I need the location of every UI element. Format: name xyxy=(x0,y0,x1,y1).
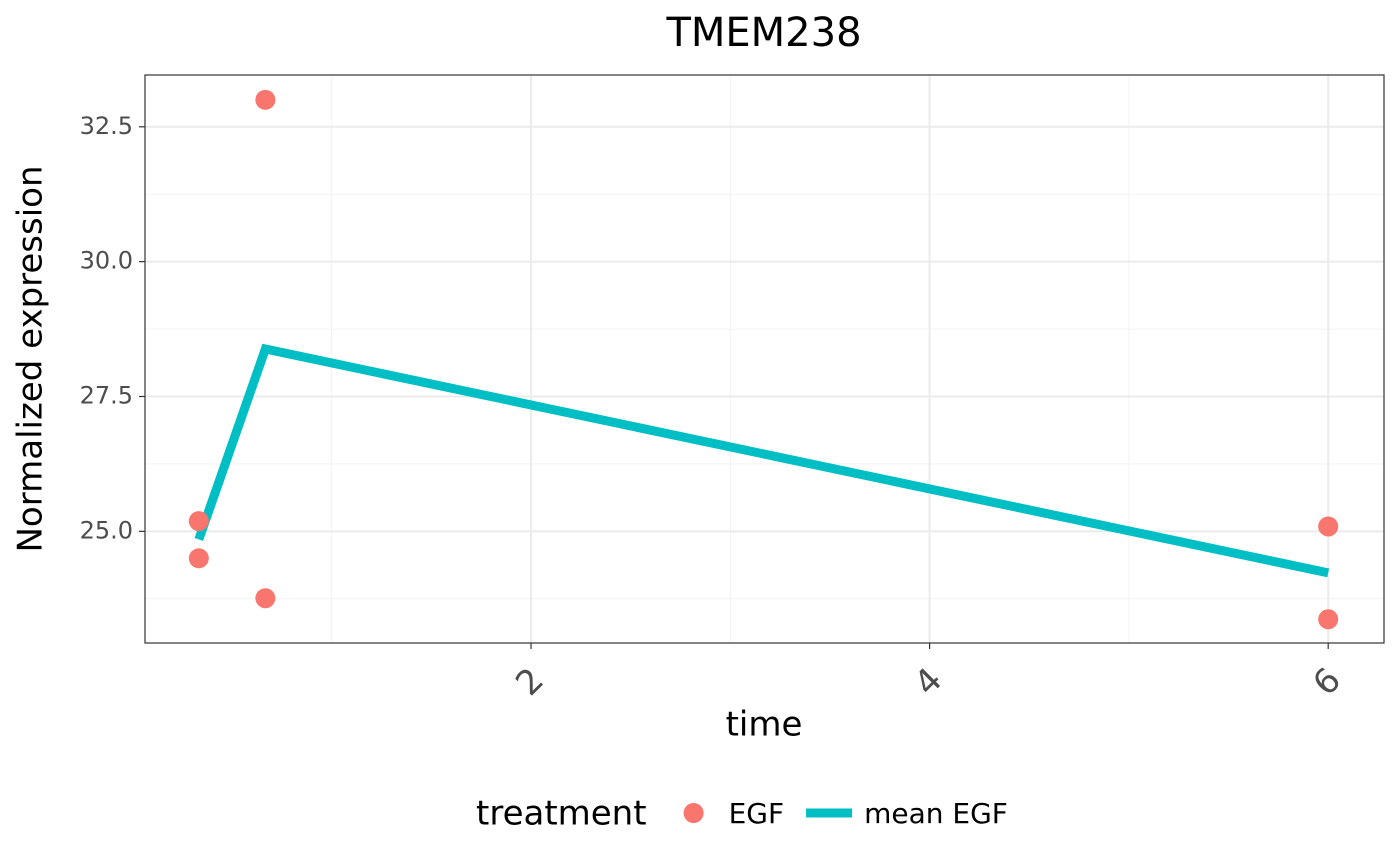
legend-label: EGF xyxy=(729,797,785,830)
point xyxy=(255,89,276,110)
chart-title: TMEM238 xyxy=(665,10,861,56)
x-tick-label: 4 xyxy=(907,660,951,704)
y-axis-label: Normalized expression xyxy=(11,165,51,552)
legend-label: mean EGF xyxy=(864,797,1008,830)
y-tick-label: 32.5 xyxy=(80,112,133,140)
point xyxy=(1318,609,1339,630)
point xyxy=(255,588,276,609)
point xyxy=(188,511,209,532)
line xyxy=(194,343,1330,578)
point xyxy=(1318,516,1339,537)
y-tick-label: 30.0 xyxy=(80,247,133,275)
x-axis-label: time xyxy=(726,705,803,745)
grid: 25.0 27.5 30.0 32.5 2 4 6 xyxy=(80,75,1384,704)
legend: treatment EGF mean EGF xyxy=(476,794,1008,834)
plot-border xyxy=(144,74,1385,644)
x-tick-label: 6 xyxy=(1305,660,1349,704)
legend-swatch xyxy=(683,803,704,823)
marks xyxy=(188,89,1339,630)
legend-title: treatment xyxy=(476,794,647,834)
x-tick-label: 2 xyxy=(508,660,552,704)
y-tick-label: 25.0 xyxy=(80,516,133,544)
point xyxy=(188,548,209,569)
y-tick-label: 27.5 xyxy=(80,381,133,409)
